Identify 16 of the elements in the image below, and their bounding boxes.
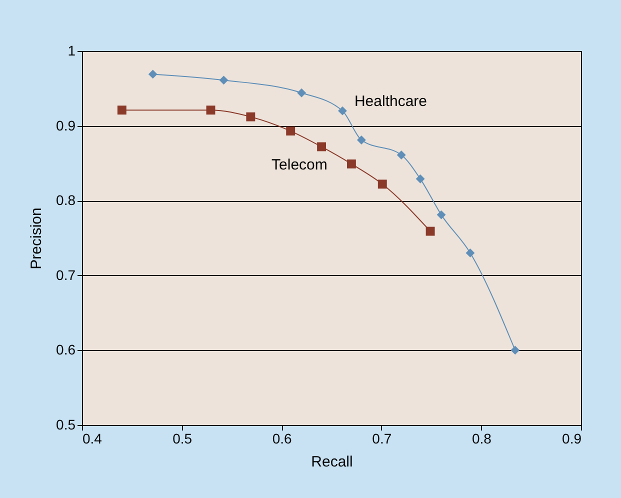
series-label: Telecom [272, 156, 328, 174]
x-tick-label: 0.5 [172, 430, 192, 446]
x-tick-label: 0.9 [562, 430, 582, 446]
x-tick-label: 0.7 [372, 430, 392, 446]
y-tick-label: 0.6 [56, 342, 76, 358]
x-axis-title: Recall [311, 454, 353, 470]
x-tick-label: 0.4 [82, 430, 102, 446]
y-axis-title: Precision [28, 208, 46, 270]
y-tick-label: 0.8 [56, 192, 76, 208]
y-tick-label: 0.5 [56, 416, 76, 432]
series-label: Healthcare [354, 92, 428, 110]
x-tick-label: 0.8 [472, 430, 492, 446]
y-tick-label: 0.7 [56, 266, 76, 283]
y-tick-label: 1 [68, 42, 76, 58]
x-tick-label: 0.6 [272, 430, 292, 446]
y-tick-label: 0.9 [56, 117, 76, 134]
